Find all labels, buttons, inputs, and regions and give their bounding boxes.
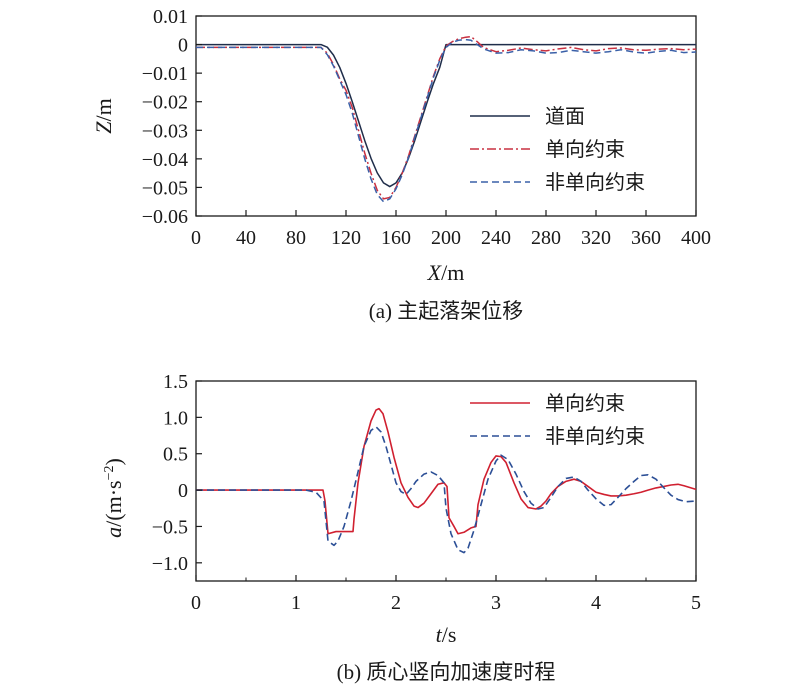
legend-label: 单向约束 xyxy=(545,137,625,161)
x-tick-label: 240 xyxy=(481,227,511,249)
x-tick-label: 280 xyxy=(531,227,561,249)
y-tick-label: −0.01 xyxy=(142,63,188,85)
y-tick-label: 0.5 xyxy=(163,444,188,466)
panel-b-y-axis-label: a/(m·s−2) xyxy=(101,458,126,538)
panel-b-x-axis-label: t/s xyxy=(436,622,457,647)
x-tick-label: 1 xyxy=(291,592,301,614)
x-tick-label: 3 xyxy=(491,592,501,614)
x-tick-label: 200 xyxy=(431,227,461,249)
x-tick-label: 120 xyxy=(331,227,361,249)
y-tick-label: 0 xyxy=(178,480,188,502)
y-tick-label: −1.0 xyxy=(152,553,188,575)
y-tick-label: −0.5 xyxy=(152,516,188,538)
x-tick-label: 40 xyxy=(236,227,256,249)
legend-label: 非单向约束 xyxy=(545,170,645,194)
y-tick-label: 0 xyxy=(178,35,188,57)
x-tick-label: 360 xyxy=(631,227,661,249)
x-tick-label: 80 xyxy=(286,227,306,249)
y-tick-label: −0.05 xyxy=(142,177,188,199)
x-tick-label: 320 xyxy=(581,227,611,249)
series-line xyxy=(196,407,697,535)
series-line xyxy=(196,426,697,554)
panel-a-y-axis-label: Z/m xyxy=(91,98,116,133)
panel-b-ticks: 0 1 2 3 4 5 1.5 1.0 0.5 0 −0.5 −1.0 xyxy=(152,371,701,614)
panel-a-x-axis-label: X/m xyxy=(427,260,465,285)
y-tick-label: −0.04 xyxy=(142,149,188,171)
panel-a-displacement-chart: 0 40 80 120 160 200 240 280 320 360 400 0.01 0 −0.01 −… xyxy=(91,6,711,323)
y-tick-label: 1.0 xyxy=(163,407,188,429)
panel-b-caption: (b) 质心竖向加速度时程 xyxy=(337,660,556,684)
series-line xyxy=(196,43,696,188)
panel-b-series xyxy=(196,407,697,554)
x-tick-label: 160 xyxy=(381,227,411,249)
y-tick-label: 0.01 xyxy=(153,6,188,28)
panel-a-ticks: 0 40 80 120 160 200 240 280 320 360 400 0.01 0 −0.01 −… xyxy=(142,6,711,249)
legend-label: 非单向约束 xyxy=(545,424,645,448)
x-tick-label: 5 xyxy=(691,592,701,614)
x-tick-label: 0 xyxy=(191,592,201,614)
legend-label: 单向约束 xyxy=(545,391,625,415)
y-tick-label: 1.5 xyxy=(163,371,188,393)
y-tick-label: −0.02 xyxy=(142,92,188,114)
y-tick-label: −0.03 xyxy=(142,120,188,142)
x-tick-label: 400 xyxy=(681,227,711,249)
x-tick-label: 4 xyxy=(591,592,601,614)
x-tick-label: 2 xyxy=(391,592,401,614)
panel-a-series xyxy=(196,35,697,203)
legend-label: 道面 xyxy=(545,104,585,128)
y-tick-label: −0.06 xyxy=(142,206,188,228)
panel-a-caption: (a) 主起落架位移 xyxy=(369,299,524,323)
x-tick-label: 0 xyxy=(191,227,201,249)
series-line xyxy=(196,35,697,200)
